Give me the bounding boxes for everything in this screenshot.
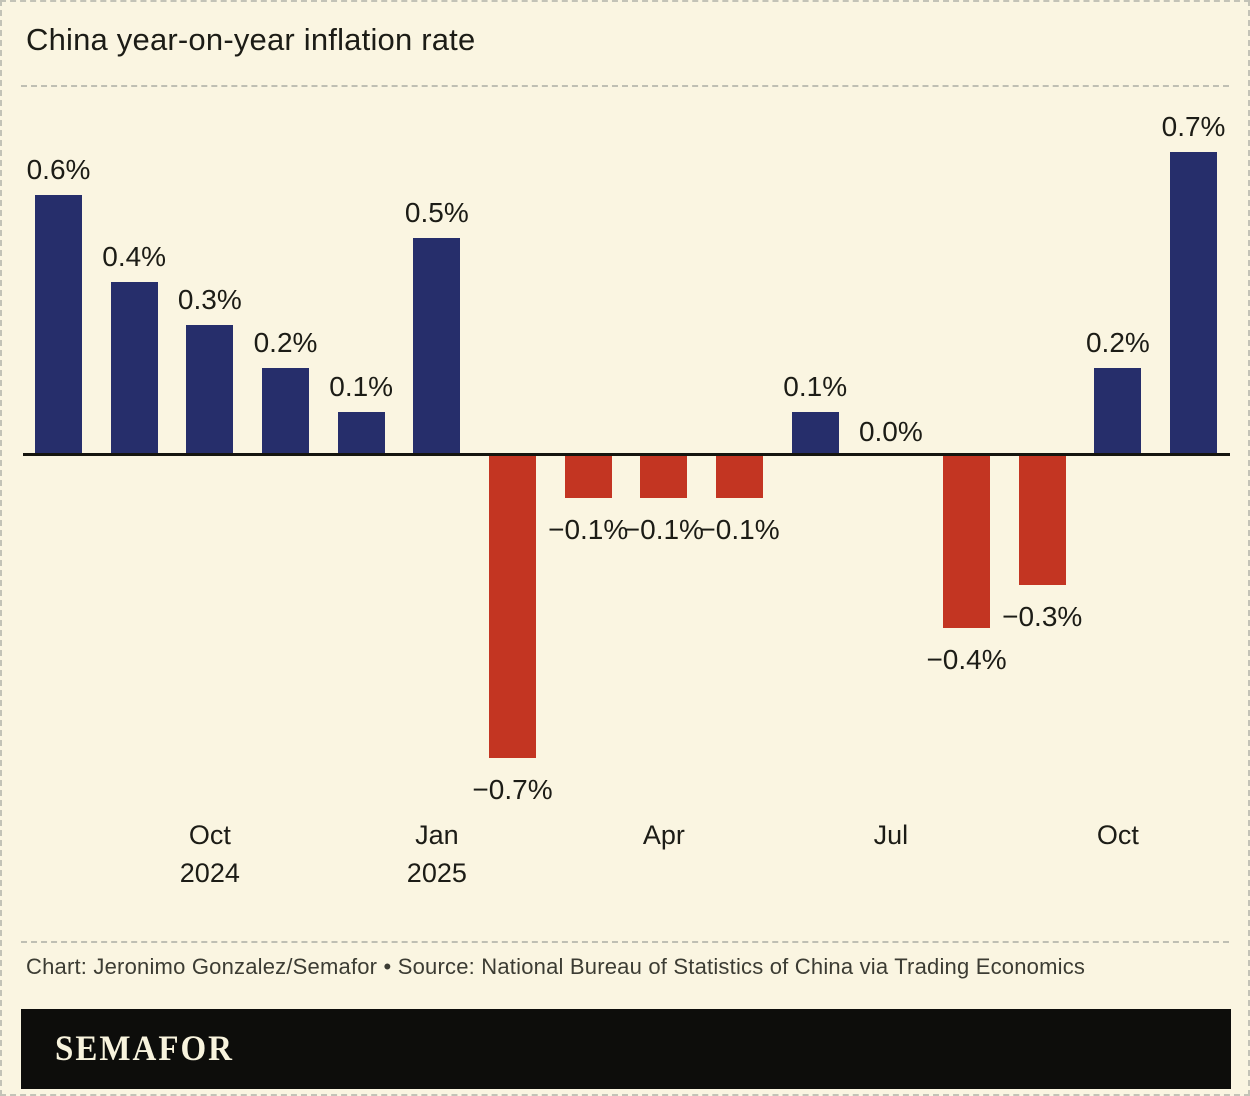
bar (337, 412, 385, 455)
footer-separator (21, 941, 1229, 943)
bar-value-label: 0.1% (783, 371, 848, 402)
chart-title: China year-on-year inflation rate (26, 22, 476, 57)
x-axis-tick-label: Jan 2025 (406, 820, 467, 888)
title-separator (21, 85, 1229, 87)
x-axis-tick-label: Jul (873, 820, 909, 850)
bar-value-label: 0.0% (858, 416, 923, 447)
bar (489, 455, 537, 758)
bar-value-label: −0.1% (548, 514, 629, 545)
semafor-logo: SEMAFOR (55, 1029, 234, 1068)
bar-value-label: 0.7% (1161, 111, 1226, 142)
bar-value-label: 0.3% (177, 284, 242, 315)
bar (110, 282, 158, 455)
bar-value-label: 0.6% (26, 154, 91, 185)
x-axis-tick-label: Oct (1096, 820, 1139, 850)
bar-value-label: 0.4% (102, 241, 167, 272)
bar (564, 455, 612, 498)
bar (1170, 152, 1218, 455)
bar-value-label: 0.2% (253, 327, 318, 358)
bar (791, 412, 839, 455)
bar (716, 455, 764, 498)
x-axis-baseline (23, 453, 1230, 456)
bar-value-label: −0.1% (623, 514, 704, 545)
bar (262, 368, 309, 455)
x-axis-tick-label: Apr (642, 820, 685, 850)
bar-value-label: 0.5% (404, 197, 469, 228)
bar (1018, 455, 1066, 585)
bar (640, 455, 688, 498)
semafor-logo-bar: SEMAFOR (21, 1009, 1231, 1089)
bar-value-label: 0.2% (1085, 327, 1150, 358)
bar-value-label: −0.1% (699, 514, 780, 545)
bar (413, 238, 461, 455)
bar-value-label: −0.4% (926, 644, 1007, 675)
chart-credit: Chart: Jeronimo Gonzalez/Semafor • Sourc… (26, 954, 1086, 979)
bar (943, 455, 991, 628)
bar-value-label: 0.1% (329, 371, 394, 402)
bar-chart: 0.6% 0.4% 0.3% 0.2% 0.1% 0.5% −0.7% −0.1% −0.1% −… (2, 2, 1248, 942)
bar (35, 195, 82, 455)
bar (1094, 368, 1142, 455)
bar (186, 325, 234, 455)
x-axis-tick-label: Oct 2024 (179, 820, 240, 888)
bar-value-label: −0.7% (472, 774, 553, 805)
bar-value-label: −0.3% (1002, 601, 1083, 632)
